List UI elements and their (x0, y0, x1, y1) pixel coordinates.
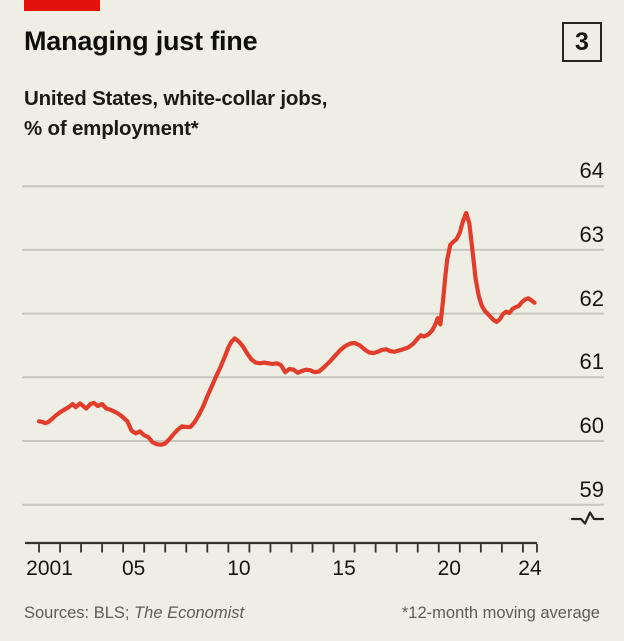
chart-number: 3 (575, 27, 589, 56)
economist-red-tab (24, 0, 100, 11)
sources-text: Sources: BLS; (24, 604, 135, 622)
chart-subtitle: United States, white-collar jobs, % of e… (24, 84, 504, 144)
sources-publication: The Economist (134, 604, 245, 622)
x-axis-label-20: 20 (437, 557, 461, 580)
footer-sources: Sources: BLS; The Economist (24, 604, 244, 623)
x-axis-label-10: 10 (227, 557, 251, 580)
y-axis-label-60: 60 (579, 413, 604, 438)
subtitle-line-1: United States, white-collar jobs, (24, 87, 328, 110)
x-axis-label-05: 05 (121, 557, 146, 580)
x-axis-label-15: 15 (332, 557, 356, 580)
x-axis-label-2001: 2001 (26, 557, 73, 580)
y-axis-label-59: 59 (579, 476, 604, 502)
y-axis-label-63: 63 (579, 221, 604, 247)
subtitle-line-2: % of employment* (24, 117, 199, 140)
x-axis-label-24: 24 (518, 557, 542, 580)
y-axis-label-62: 62 (579, 285, 604, 311)
y-axis-label-61: 61 (579, 349, 604, 375)
data-line-white-collar-share (36, 210, 537, 447)
footnote: *12-month moving average (401, 604, 600, 622)
axis-break-icon (570, 511, 605, 525)
page-title: Managing just fine (24, 26, 258, 56)
y-axis-label-64: 64 (579, 158, 604, 184)
chart-number-badge: 3 (562, 22, 602, 62)
